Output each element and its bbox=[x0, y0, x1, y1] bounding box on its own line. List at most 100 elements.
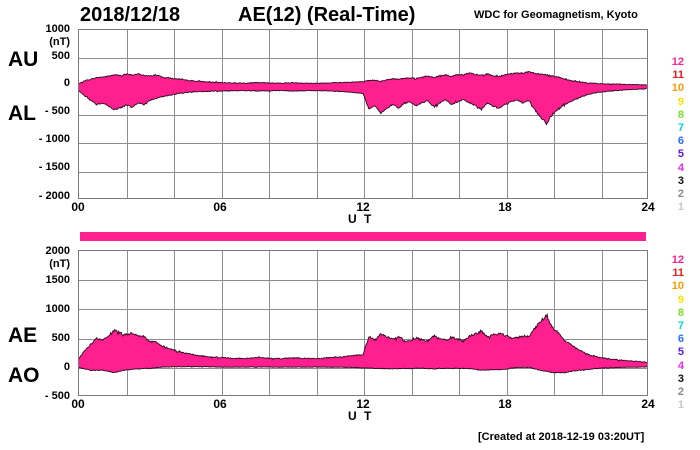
trace-fill bbox=[79, 71, 647, 125]
legend-item-2[interactable]: 2 bbox=[677, 385, 684, 398]
x-tick-bottom-2: 12 bbox=[356, 397, 370, 411]
y-tick-top-4: - 1000 bbox=[38, 133, 70, 145]
grid-vline bbox=[174, 251, 175, 395]
upper-envelope-line bbox=[79, 71, 647, 86]
y-tick-top-1: 500 bbox=[51, 50, 70, 62]
activity-index-bar bbox=[80, 232, 646, 241]
grid-vline bbox=[554, 251, 555, 395]
upper-envelope-line bbox=[79, 312, 647, 363]
y-tick-bottom-2: 1000 bbox=[45, 303, 70, 315]
chart-date: 2018/12/18 bbox=[80, 4, 181, 26]
legend-item-11[interactable]: 11 bbox=[672, 69, 684, 82]
grid-vline bbox=[411, 30, 413, 198]
x-tick-bottom-0: 00 bbox=[71, 397, 85, 411]
legend-item-5[interactable]: 5 bbox=[677, 346, 684, 359]
grid-hline bbox=[79, 143, 647, 145]
grid-vline bbox=[459, 30, 460, 198]
legend-item-6[interactable]: 6 bbox=[677, 333, 684, 346]
x-tick-top-3: 18 bbox=[498, 200, 512, 214]
x-tick-bottom-1: 06 bbox=[213, 397, 227, 411]
side-label-ae: AE bbox=[8, 324, 38, 347]
grid-vline bbox=[316, 251, 318, 395]
ae-ao-plot-panel[interactable] bbox=[78, 250, 648, 396]
legend-item-11[interactable]: 11 bbox=[672, 267, 684, 280]
grid-vline bbox=[601, 251, 603, 395]
x-tick-bottom-4: 24 bbox=[641, 397, 655, 411]
grid-vline bbox=[411, 251, 413, 395]
legend-item-6[interactable]: 6 bbox=[677, 135, 684, 148]
legend-bottom[interactable]: 12 11 10 9 8 7 6 5 4 3 2 1 bbox=[662, 255, 684, 413]
grid-vline bbox=[601, 30, 603, 198]
legend-item-4[interactable]: 4 bbox=[677, 359, 684, 372]
grid-hline bbox=[79, 171, 647, 173]
created-timestamp: [Created at 2018-12-19 03:20UT] bbox=[478, 431, 645, 443]
y-tick-bottom-5: - 500 bbox=[44, 390, 70, 402]
grid-vline bbox=[364, 251, 365, 395]
y-tick-bottom-4: 0 bbox=[63, 361, 70, 373]
side-label-au: AU bbox=[8, 48, 39, 71]
grid-hline bbox=[79, 309, 647, 311]
y-tick-top-5: - 1500 bbox=[38, 161, 70, 173]
grid-vline bbox=[221, 251, 223, 395]
legend-item-12[interactable]: 12 bbox=[671, 254, 684, 266]
x-tick-top-1: 06 bbox=[213, 200, 227, 214]
legend-item-2[interactable]: 2 bbox=[677, 187, 684, 200]
grid-vline bbox=[506, 251, 508, 395]
y-tick-bottom-1: 1500 bbox=[45, 274, 70, 286]
grid-vline bbox=[554, 30, 555, 198]
y-tick-bottom-0: 2000 bbox=[45, 245, 70, 257]
grid-vline bbox=[364, 30, 365, 198]
x-tick-bottom-3: 18 bbox=[498, 397, 512, 411]
x-tick-top-4: 24 bbox=[641, 200, 655, 214]
y-tick-top-0: 1000 bbox=[45, 23, 70, 35]
x-axis-title-top: U T bbox=[348, 212, 374, 226]
grid-vline bbox=[174, 30, 175, 198]
x-tick-top-2: 12 bbox=[356, 200, 370, 214]
grid-hline bbox=[79, 280, 647, 282]
lower-envelope-line bbox=[79, 365, 647, 374]
grid-vline bbox=[126, 30, 128, 198]
y-tick-top-3: - 500 bbox=[44, 105, 70, 117]
legend-item-8[interactable]: 8 bbox=[677, 108, 684, 121]
page-title: AE(12) (Real-Time) bbox=[238, 4, 416, 26]
legend-item-9[interactable]: 9 bbox=[677, 293, 684, 306]
legend-item-9[interactable]: 9 bbox=[677, 95, 684, 108]
legend-item-1[interactable]: 1 bbox=[677, 201, 684, 214]
grid-vline bbox=[316, 30, 318, 198]
x-axis-title-bottom: U T bbox=[348, 409, 374, 423]
y-tick-bottom-3: 500 bbox=[51, 332, 70, 344]
grid-vline bbox=[269, 30, 270, 198]
grid-vline bbox=[126, 251, 128, 395]
legend-top[interactable]: 12 11 10 9 8 7 6 5 4 3 2 1 bbox=[662, 57, 684, 215]
chart-source-attribution: WDC for Geomagnetism, Kyoto bbox=[474, 9, 638, 21]
grid-hline bbox=[79, 58, 647, 60]
legend-item-1[interactable]: 1 bbox=[677, 399, 684, 412]
side-label-al: AL bbox=[8, 102, 36, 125]
legend-item-7[interactable]: 7 bbox=[677, 121, 684, 134]
legend-item-5[interactable]: 5 bbox=[677, 148, 684, 161]
legend-item-7[interactable]: 7 bbox=[677, 319, 684, 332]
grid-hline bbox=[79, 338, 647, 340]
legend-item-10[interactable]: 10 bbox=[671, 280, 684, 293]
ae-ao-trace bbox=[79, 312, 647, 374]
grid-vline bbox=[269, 251, 270, 395]
y-unit-label-top: (nT) bbox=[49, 36, 70, 48]
grid-hline bbox=[79, 115, 647, 116]
y-tick-top-6: - 2000 bbox=[38, 190, 70, 202]
legend-item-3[interactable]: 3 bbox=[677, 372, 684, 385]
legend-item-3[interactable]: 3 bbox=[677, 174, 684, 187]
legend-item-12[interactable]: 12 bbox=[671, 56, 684, 68]
x-tick-top-0: 00 bbox=[71, 200, 85, 214]
grid-vline bbox=[459, 251, 460, 395]
legend-item-8[interactable]: 8 bbox=[677, 306, 684, 319]
legend-item-4[interactable]: 4 bbox=[677, 161, 684, 174]
au-al-plot-panel[interactable] bbox=[78, 29, 648, 199]
legend-item-10[interactable]: 10 bbox=[671, 82, 684, 95]
au-al-trace bbox=[79, 71, 647, 126]
lower-envelope-line bbox=[79, 87, 647, 126]
side-label-ao: AO bbox=[8, 364, 40, 387]
y-unit-label-bottom: (nT) bbox=[49, 258, 70, 270]
grid-vline bbox=[221, 30, 223, 198]
trace-fill bbox=[79, 314, 647, 374]
grid-vline bbox=[506, 30, 508, 198]
